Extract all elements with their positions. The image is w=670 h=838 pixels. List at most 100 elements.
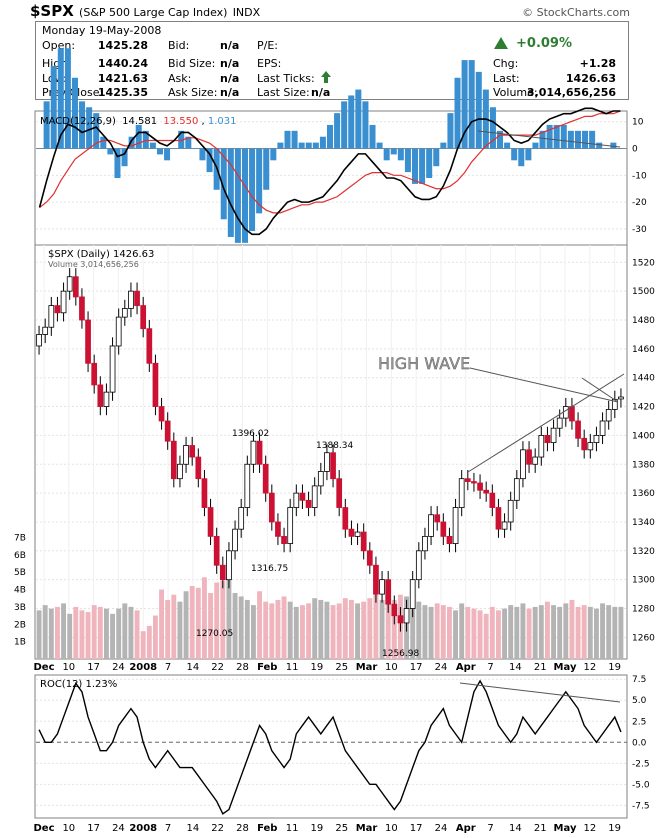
x-tick-label: 28 — [236, 662, 249, 673]
roc-title: ROC(12) 1.23% — [40, 679, 117, 690]
x-tick-label: 7 — [165, 662, 171, 673]
candle-body — [305, 499, 312, 508]
copyright[interactable]: © StockCharts.com — [522, 6, 630, 19]
price-tick-label: 1380 — [632, 460, 655, 470]
macd-histogram-bar — [617, 148, 624, 150]
volume-bar — [103, 608, 109, 659]
volume-bar — [489, 606, 495, 659]
volume-tick-label: 7B — [14, 533, 26, 543]
last-size-value: n/a — [311, 86, 331, 99]
candle-body — [152, 362, 159, 407]
volume-bar — [281, 596, 287, 659]
x-tick-label: 14 — [186, 823, 199, 834]
volume-bar — [391, 599, 397, 659]
price-tick-label: 1260 — [632, 633, 655, 643]
volume-bar — [146, 625, 152, 659]
price-tick-label: 1460 — [632, 345, 655, 355]
price-tick-label: 1300 — [632, 576, 655, 586]
x-tick-label: 10 — [62, 662, 75, 673]
candle-body — [415, 550, 422, 581]
x-tick-label: Apr — [456, 823, 476, 834]
candle-body — [428, 514, 434, 537]
roc-tick-label: -5.0 — [632, 780, 650, 790]
volume-bar — [348, 599, 354, 659]
candle-body — [268, 492, 275, 523]
volume-bar — [208, 592, 214, 659]
candle-body — [207, 507, 214, 537]
candle-body — [170, 440, 177, 480]
ask-size-label: Ask Size: — [168, 86, 218, 99]
volume-bar — [48, 608, 54, 659]
macd-histogram-bar — [50, 65, 57, 149]
annotation-1388: 1388.34 — [316, 441, 353, 451]
macd-histogram-bar — [121, 148, 128, 167]
volume-bar — [152, 615, 158, 659]
annotation-1270: 1270.05 — [196, 629, 233, 639]
roc-tick-label: -7.5 — [632, 801, 650, 811]
candle-body — [526, 449, 532, 465]
roc-tick-label: 0.0 — [632, 738, 647, 748]
volume-tick-label: 1B — [14, 638, 26, 648]
x-tick-label: Mar — [356, 662, 378, 673]
volume-bar — [434, 603, 440, 659]
candle-body — [48, 305, 55, 328]
volume-bar — [477, 610, 483, 659]
x-tick-label: Dec — [33, 823, 54, 834]
volume-bar — [189, 586, 195, 659]
x-tick-label: 19 — [311, 823, 324, 834]
macd-histogram-bar — [185, 136, 192, 149]
candle-body — [495, 507, 502, 530]
volume-bar — [575, 606, 581, 659]
candle-body — [605, 409, 612, 422]
volume-bar — [569, 599, 575, 659]
macd-legend-histogram: 1.031 — [208, 116, 237, 127]
candle-body — [330, 452, 336, 480]
volume-bar — [606, 605, 612, 659]
volume-tick-label: 6B — [14, 551, 26, 561]
macd-histogram-bar — [539, 130, 546, 149]
macd-histogram-bar — [291, 130, 298, 149]
candle-body — [232, 528, 238, 552]
macd-histogram-bar — [447, 113, 454, 149]
macd-histogram-bar — [546, 124, 553, 149]
macd-histogram-bar — [412, 148, 419, 184]
open-value: 1425.28 — [97, 39, 148, 52]
volume-bar — [544, 601, 550, 659]
candle-body — [556, 417, 563, 429]
candle-body — [281, 535, 287, 544]
x-tick-label: 25 — [335, 823, 348, 834]
roc-trendline — [459, 682, 621, 703]
macd-histogram-bar — [376, 142, 383, 149]
macd-histogram-bar — [560, 124, 567, 149]
volume-bar — [97, 606, 103, 659]
volume-bar — [446, 606, 452, 659]
volume-bar — [410, 598, 416, 659]
volume-tick-label: 3B — [14, 603, 26, 613]
candle-body — [66, 276, 73, 292]
macd-histogram-bar — [241, 148, 248, 243]
candle-body — [544, 435, 551, 444]
macd-histogram-bar — [192, 148, 199, 150]
macd-histogram-bar — [348, 95, 355, 149]
x-tick-label: 24 — [112, 662, 125, 673]
ask-label: Ask: — [168, 72, 192, 85]
macd-histogram-bar — [369, 124, 376, 149]
volume-bar — [257, 591, 263, 659]
candle-body — [434, 514, 441, 523]
volume-bar — [165, 599, 171, 659]
x-tick-label: 10 — [385, 662, 398, 673]
volume-bar — [171, 594, 177, 659]
macd-histogram-bar — [57, 48, 64, 149]
volume-bar — [612, 606, 618, 659]
volume-bar — [275, 599, 281, 659]
low-value: 1421.63 — [97, 72, 148, 85]
candle-body — [452, 507, 459, 544]
candle-body — [562, 406, 569, 419]
volume-bar — [134, 610, 140, 659]
volume-legend: Volume 3,014,656,256 — [48, 260, 139, 269]
macd-histogram-bar — [433, 148, 440, 167]
x-tick-label: 19 — [608, 823, 621, 834]
roc-tick-label: 2.5 — [632, 717, 646, 727]
macd-histogram-bar — [454, 77, 461, 149]
